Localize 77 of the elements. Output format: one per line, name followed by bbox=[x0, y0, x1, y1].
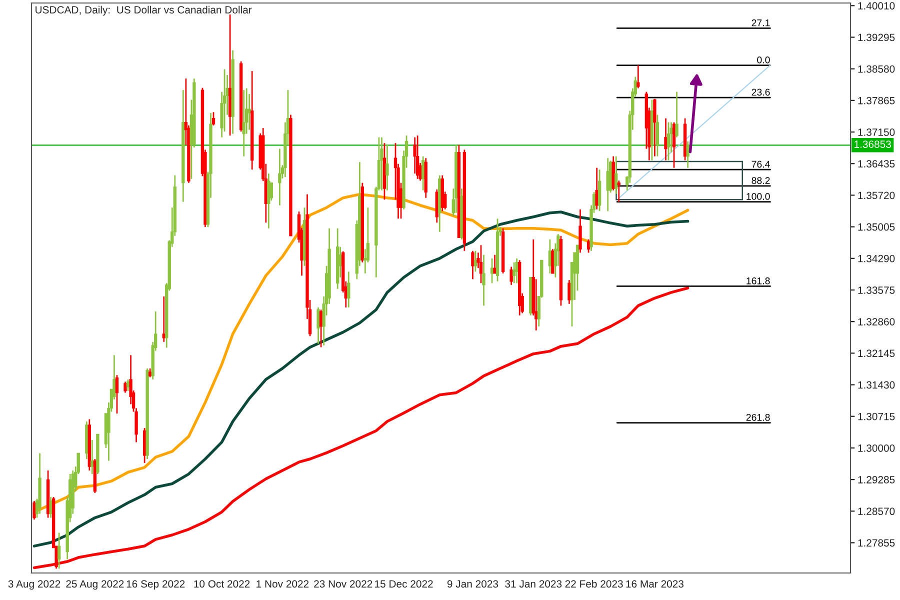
candlestick bbox=[212, 111, 216, 126]
candlestick bbox=[474, 250, 478, 272]
candlestick bbox=[512, 262, 516, 284]
x-tick-label: 1 Nov 2022 bbox=[256, 580, 309, 588]
candlestick bbox=[90, 439, 94, 475]
y-tick-label: 1.32860 bbox=[858, 318, 895, 326]
annotation: 261.8 bbox=[746, 414, 770, 421]
y-tick-label: 1.37865 bbox=[858, 96, 895, 104]
y-tick-label: 1.30715 bbox=[858, 412, 895, 420]
y-tick-label: 1.29285 bbox=[858, 476, 895, 484]
candlestick bbox=[656, 114, 660, 158]
candlestick bbox=[57, 532, 61, 570]
line-series bbox=[32, 286, 690, 570]
ref-line-label: 1.36853 bbox=[854, 140, 891, 148]
candlestick bbox=[479, 244, 483, 284]
candlestick bbox=[482, 254, 486, 306]
chart-title: USDCAD, Daily: US Dollar vs Canadian Dollar bbox=[36, 6, 252, 16]
x-tick-label: 3 Aug 2022 bbox=[8, 580, 60, 590]
candlestick bbox=[278, 148, 282, 206]
y-tick-label: 1.27855 bbox=[858, 539, 895, 547]
x-tick-label: 25 Aug 2022 bbox=[66, 580, 124, 590]
candlestick bbox=[653, 98, 656, 158]
annotation: 100.0 bbox=[746, 193, 770, 200]
candlestick bbox=[606, 157, 610, 212]
y-tick-label: 1.39295 bbox=[858, 34, 895, 42]
candlestick bbox=[515, 258, 518, 284]
candlestick bbox=[675, 91, 678, 138]
y-tick-label: 1.37150 bbox=[858, 128, 895, 136]
y-tick-label: 1.31430 bbox=[858, 381, 895, 389]
candlestick bbox=[551, 248, 554, 274]
y-tick-label: 1.36435 bbox=[858, 160, 895, 168]
x-tick-label: 23 Nov 2022 bbox=[314, 580, 372, 588]
candlestick bbox=[493, 254, 496, 274]
annotation: 76.4 bbox=[752, 160, 770, 168]
annotation: 88.2 bbox=[752, 177, 770, 184]
annotation: 23.6 bbox=[752, 88, 770, 96]
candlestick bbox=[267, 172, 270, 230]
x-tick-label: 16 Sep 2022 bbox=[126, 580, 185, 590]
candlestick bbox=[614, 156, 618, 195]
candlestick bbox=[49, 496, 52, 518]
annotation: 27.1 bbox=[752, 19, 770, 26]
y-tick-label: 1.32145 bbox=[858, 350, 895, 358]
candlestick bbox=[636, 64, 640, 89]
annotation: 161.8 bbox=[746, 277, 770, 284]
candlestick bbox=[686, 140, 690, 169]
candlestick bbox=[617, 180, 620, 203]
y-tick-label: 1.28570 bbox=[858, 508, 895, 516]
candlestick bbox=[380, 136, 384, 192]
candlestick bbox=[386, 144, 389, 192]
y-tick-label: 1.34290 bbox=[858, 254, 895, 262]
candlestick bbox=[578, 208, 582, 254]
candlestick bbox=[595, 167, 598, 210]
y-tick-label: 1.40010 bbox=[858, 2, 895, 10]
annotation: 0.0 bbox=[757, 56, 770, 64]
x-tick-label: 22 Feb 2023 bbox=[565, 580, 623, 588]
candlestick bbox=[347, 270, 350, 308]
x-tick-label: 31 Jan 2023 bbox=[505, 580, 562, 588]
candlestick bbox=[664, 118, 668, 161]
candlestick bbox=[510, 266, 513, 286]
candlestick bbox=[316, 306, 320, 344]
x-tick-label: 16 Mar 2023 bbox=[626, 580, 684, 588]
candlestick bbox=[115, 374, 119, 414]
y-tick-label: 1.38580 bbox=[858, 65, 895, 73]
x-tick-label: 15 Dec 2022 bbox=[375, 580, 433, 588]
y-tick-label: 1.35720 bbox=[858, 192, 895, 200]
x-tick-label: 9 Jan 2023 bbox=[447, 580, 498, 588]
candlestick bbox=[666, 122, 670, 161]
candlestick bbox=[568, 279, 571, 305]
y-tick-label: 1.35005 bbox=[858, 223, 895, 231]
y-tick-label: 1.30000 bbox=[858, 444, 895, 452]
candlestick bbox=[242, 89, 246, 158]
x-tick-label: 10 Oct 2022 bbox=[194, 580, 250, 588]
candlestick bbox=[270, 182, 273, 202]
candlestick bbox=[32, 500, 36, 520]
y-tick-label: 1.33575 bbox=[858, 286, 895, 294]
candlestick bbox=[124, 380, 127, 394]
candlestick bbox=[471, 250, 474, 280]
